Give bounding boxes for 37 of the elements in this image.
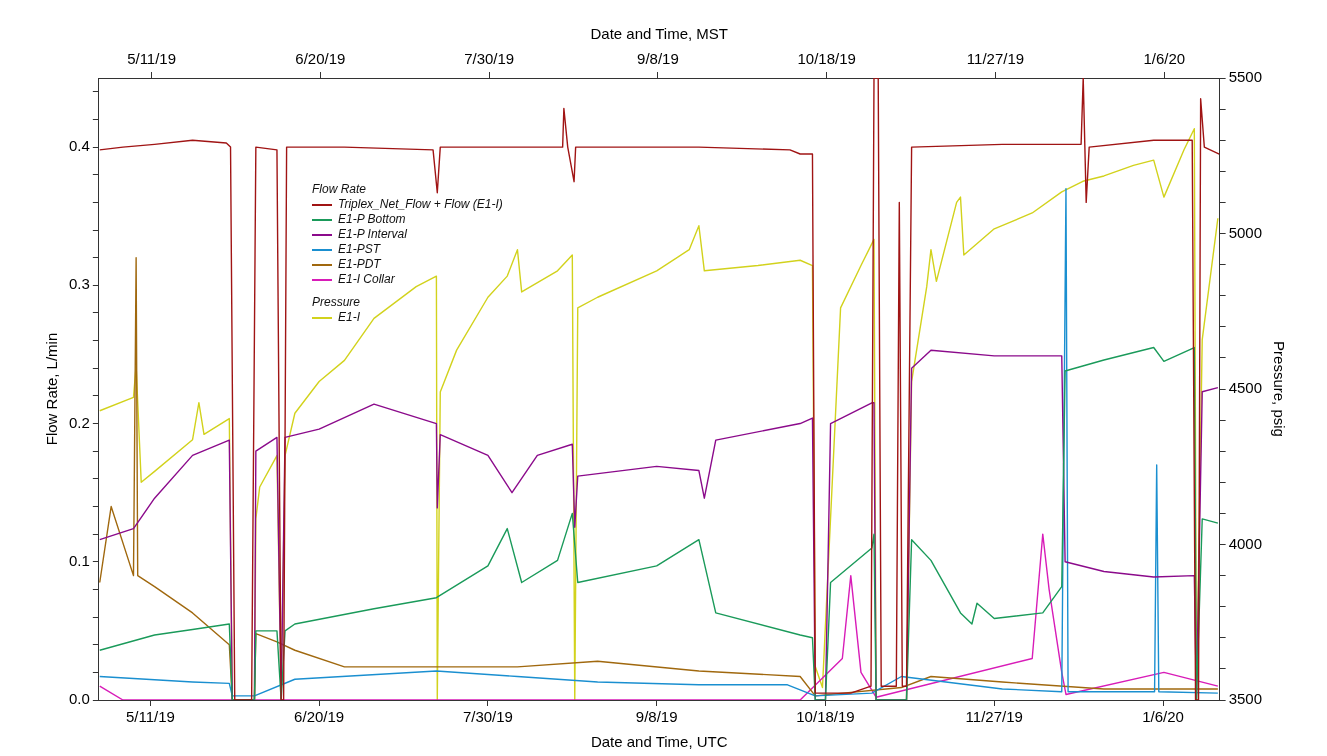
y-axis-title: Flow Rate, L/min: [43, 332, 61, 446]
legend-label: E1-PDT: [338, 257, 381, 272]
x2-tick-label: 9/8/19: [637, 50, 679, 68]
x-tick-label: 1/6/20: [1142, 708, 1184, 726]
x-tick-label: 7/30/19: [462, 708, 513, 726]
y2-tick-label: 5500: [1228, 68, 1263, 86]
y2-tick-label: 5000: [1228, 223, 1263, 241]
legend-title: Flow Rate: [312, 182, 368, 197]
x2-tick-label: 1/6/20: [1143, 50, 1186, 68]
x-tick-label: 10/18/19: [796, 708, 855, 726]
legend-label: E1-P Interval: [338, 227, 407, 242]
x2-tick-label: 11/27/19: [966, 50, 1025, 68]
x-tick-label: 9/8/19: [635, 708, 678, 726]
x2-tick-label: 6/20/19: [295, 50, 346, 68]
legend-label: Triplex_Net_Flow + Flow (E1-I): [338, 197, 503, 212]
y-tick-label: 0.1: [68, 551, 90, 569]
x-tick-label: 5/11/19: [125, 708, 175, 726]
y-tick-label: 0.3: [68, 275, 90, 293]
y2-tick-label: 3500: [1228, 690, 1263, 708]
y2-tick-label: 4500: [1228, 379, 1263, 397]
x-axis-title: Date and Time, UTC: [590, 733, 728, 751]
y-tick-label: 0.4: [68, 137, 90, 155]
x-tick-label: 6/20/19: [294, 708, 345, 726]
y-tick-label: 0.2: [68, 413, 90, 431]
x2-tick-label: 5/11/19: [127, 50, 177, 68]
legend-label: E1-I Collar: [338, 272, 395, 287]
x2-tick-label: 7/30/19: [464, 50, 515, 68]
y2-tick-label: 4000: [1228, 534, 1263, 552]
legend-label: E1-I: [338, 310, 361, 325]
x2-tick-label: 10/18/19: [797, 50, 856, 68]
x2-axis-title: Date and Time, MST: [590, 25, 729, 43]
legend-label: E1-PST: [338, 242, 381, 257]
annotation: Pressure: [312, 295, 362, 310]
legend-label: E1-P Bottom: [338, 212, 406, 227]
x-tick-label: 11/27/19: [965, 708, 1023, 726]
y-tick-label: 0.0: [68, 690, 90, 708]
y2-axis-title: Pressure, psig: [1270, 341, 1288, 437]
